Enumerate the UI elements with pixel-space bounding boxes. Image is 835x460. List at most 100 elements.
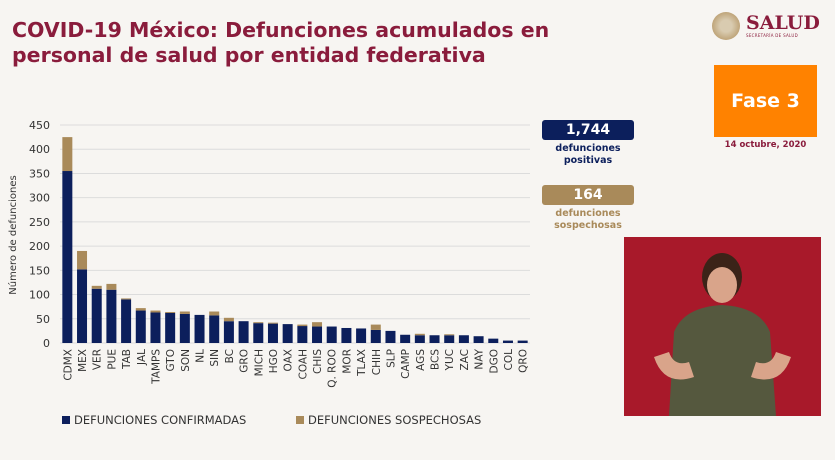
- bar-confirmed: [312, 326, 323, 343]
- x-tick-label: CHIS: [312, 349, 324, 374]
- x-tick-label: SLP: [385, 349, 397, 368]
- legend-confirmed: DEFUNCIONES CONFIRMADAS: [62, 413, 246, 427]
- bar-confirmed: [414, 335, 425, 343]
- x-tick-label: GTO: [165, 349, 177, 371]
- x-tick-label: CAMP: [400, 349, 412, 379]
- bar-confirmed: [121, 299, 132, 343]
- bar-confirmed: [91, 288, 102, 343]
- x-tick-label: BC: [224, 349, 236, 363]
- bar-confirmed: [488, 338, 499, 343]
- bar-confirmed: [179, 313, 190, 343]
- bar-suspected: [297, 324, 308, 327]
- x-tick-label: SON: [180, 349, 192, 372]
- bar-suspected: [179, 311, 190, 314]
- bar-confirmed: [223, 321, 234, 343]
- x-tick-label: CHIH: [371, 349, 383, 375]
- x-tick-label: YUC: [444, 349, 456, 371]
- bar-confirmed: [429, 335, 440, 343]
- salud-logo: SALUD SECRETARÍA DE SALUD: [712, 12, 820, 40]
- bar-confirmed: [135, 310, 146, 343]
- x-tick-label: NAY: [474, 348, 486, 369]
- legend-swatch-confirmed: [62, 416, 70, 424]
- legend-suspected: DEFUNCIONES SOSPECHOSAS: [296, 413, 481, 427]
- sign-language-video: [624, 237, 821, 416]
- y-tick-label: 0: [43, 337, 50, 350]
- bar-confirmed: [282, 324, 293, 343]
- logo-subtitle: SECRETARÍA DE SALUD: [746, 33, 798, 38]
- interpreter-silhouette: [654, 253, 791, 416]
- bar-confirmed: [62, 171, 73, 343]
- x-tick-label: GRO: [239, 349, 251, 373]
- y-tick-label: 300: [29, 192, 50, 205]
- bar-confirmed: [106, 289, 117, 343]
- bar-confirmed: [253, 323, 264, 343]
- bar-suspected: [209, 311, 220, 316]
- x-tick-label: DGO: [488, 349, 500, 374]
- bar-confirmed: [444, 335, 455, 343]
- y-tick-label: 100: [29, 289, 50, 302]
- bar-suspected: [62, 137, 73, 172]
- y-tick-label: 450: [29, 119, 50, 132]
- bar-suspected: [165, 311, 176, 313]
- page-title: COVID-19 México: Defunciones acumulados …: [12, 18, 550, 67]
- bar-suspected: [150, 310, 161, 313]
- x-tick-label: AGS: [415, 349, 427, 371]
- x-tick-label: COL: [503, 349, 515, 371]
- kpi-suspected-value: 164: [542, 185, 634, 205]
- bar-confirmed: [341, 327, 352, 343]
- bar-confirmed: [502, 340, 513, 343]
- bar-confirmed: [238, 321, 249, 343]
- y-axis-label: Número de defunciones: [7, 175, 19, 294]
- bar-confirmed: [297, 326, 308, 343]
- bar-confirmed: [473, 336, 484, 343]
- bar-confirmed: [356, 328, 367, 343]
- legend-label-confirmed: DEFUNCIONES CONFIRMADAS: [74, 413, 247, 427]
- bar-confirmed: [165, 312, 176, 343]
- kpi-suspected: 164 defunciones sospechosas: [542, 185, 634, 232]
- x-tick-label: OAX: [283, 349, 295, 371]
- x-tick-label: QRO: [518, 349, 530, 373]
- x-tick-label: CDMX: [62, 349, 74, 381]
- report-date: 14 octubre, 2020: [724, 140, 807, 150]
- bar-confirmed: [385, 330, 396, 343]
- legend-swatch-suspected: [296, 416, 304, 424]
- bar-suspected: [106, 283, 117, 290]
- x-tick-label: NL: [195, 349, 207, 363]
- bar-chart: Número de defunciones 0 50 100 150 200 250 300…: [7, 119, 530, 388]
- bar-confirmed: [194, 314, 205, 343]
- bar-confirmed: [77, 269, 88, 343]
- bar-suspected: [444, 334, 455, 336]
- bar-confirmed: [150, 312, 161, 343]
- x-tick-label: BCS: [430, 349, 442, 370]
- bar-confirmed: [370, 329, 381, 343]
- bar-suspected: [77, 250, 88, 270]
- kpi-positive-label: defunciones positivas: [555, 143, 621, 166]
- x-tick-label: MICH: [253, 349, 265, 376]
- y-tick-label: 50: [36, 313, 50, 326]
- mexico-seal-icon: [712, 12, 740, 40]
- bar-suspected: [370, 324, 381, 330]
- y-tick-label: 200: [29, 240, 50, 253]
- bar-suspected: [312, 322, 323, 327]
- x-tick-label: ZAC: [459, 349, 471, 371]
- x-tick-label: Q. ROO: [327, 349, 339, 388]
- x-tick-label: MEX: [77, 349, 89, 372]
- x-tick-label: COAH: [297, 349, 309, 380]
- bar-suspected: [135, 308, 146, 311]
- x-tick-label: HGO: [268, 349, 280, 373]
- y-tick-label: 400: [29, 143, 50, 156]
- phase-badge: Fase 3: [714, 65, 817, 137]
- legend-label-suspected: DEFUNCIONES SOSPECHOSAS: [308, 413, 482, 427]
- y-tick-label: 150: [29, 264, 50, 277]
- bar-confirmed: [458, 335, 469, 343]
- kpi-positive: 1,744 defunciones positivas: [542, 120, 634, 167]
- bar-suspected: [267, 322, 278, 324]
- x-tick-label: PUE: [106, 349, 118, 370]
- x-tick-label: TAMPS: [150, 349, 162, 385]
- bar-suspected: [253, 322, 264, 324]
- kpi-suspected-label: defunciones sospechosas: [554, 208, 622, 231]
- logo-name: SALUD: [746, 12, 820, 34]
- y-tick-label: 350: [29, 167, 50, 180]
- x-tick-label: TAB: [121, 349, 133, 370]
- kpi-positive-value: 1,744: [542, 120, 634, 140]
